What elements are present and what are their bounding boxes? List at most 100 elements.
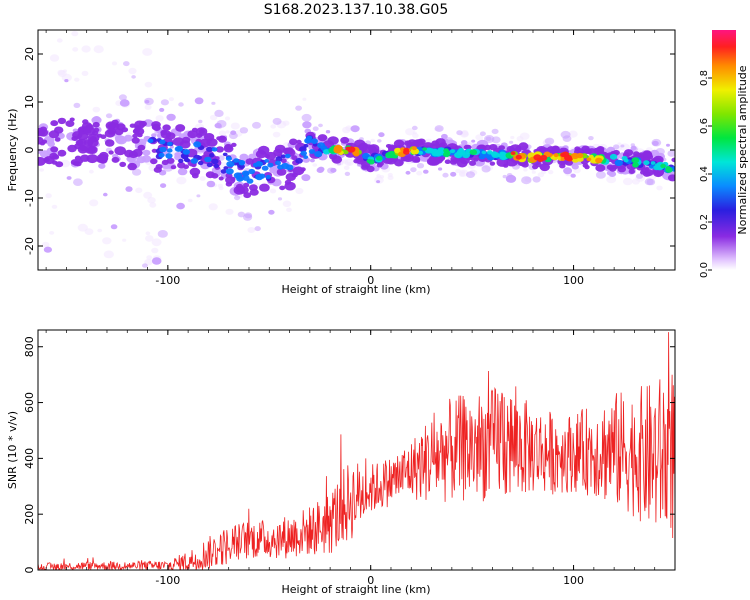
- spectrogram-cell: [111, 156, 120, 163]
- spectrogram-cell: [92, 116, 101, 122]
- spectrogram-cell: [317, 134, 328, 142]
- colorbar-gradient: [712, 30, 736, 270]
- spectrogram-cell: [560, 157, 566, 161]
- spectrogram-cell: [377, 139, 382, 143]
- snr-y-tick-label: 600: [23, 392, 36, 413]
- spectrogram-cell: [350, 125, 360, 133]
- spectrogram-cell: [244, 212, 253, 219]
- spectrogram-cell: [608, 171, 617, 178]
- spectrogram-cell: [249, 188, 259, 196]
- spectrogram-cell: [166, 113, 176, 121]
- snr-y-tick-label: 800: [23, 336, 36, 357]
- spectrogram-cell: [146, 255, 153, 260]
- spectrogram-cell: [217, 183, 223, 188]
- spectrogram-cell: [199, 176, 206, 181]
- spectrogram-cell: [74, 155, 82, 161]
- spectrogram-cell: [224, 116, 231, 121]
- spectrogram-cell: [366, 165, 375, 173]
- snr-panel: -100 0 100 0 200 400 600 800 Height of straight…: [6, 329, 676, 596]
- spectrogram-cell: [258, 173, 266, 179]
- spectrogram-cell: [368, 159, 375, 165]
- spectrogram-cell: [170, 165, 177, 170]
- spectrogram-cell: [122, 238, 127, 242]
- spectrogram-cell: [347, 146, 356, 153]
- spectrogram-cell: [160, 183, 167, 189]
- spectrogram-cell: [181, 136, 191, 144]
- spectrogram-cell: [211, 101, 216, 105]
- spectrogram-cell: [434, 125, 444, 132]
- spectrogram-cell: [239, 153, 249, 161]
- spectrogram-cell: [142, 263, 148, 268]
- spectrogram-cell: [211, 158, 219, 165]
- spectrogram-cell: [505, 174, 517, 183]
- snr-y-tick-label: 0: [23, 567, 36, 574]
- colorbar-tick-label: 0.6: [699, 118, 710, 134]
- spectrogram-cell: [147, 138, 154, 143]
- spectrogram-cell: [491, 136, 501, 144]
- spectrogram-cell: [595, 171, 606, 179]
- spectrogram-cell: [665, 167, 673, 173]
- spectrogram-cell: [630, 145, 637, 151]
- spectrogram-cell: [39, 141, 46, 146]
- spectrogram-cell: [176, 176, 187, 185]
- spectrogram-cell: [145, 231, 151, 236]
- spectrogram-cell: [144, 104, 152, 110]
- spectrogram-cell: [465, 144, 472, 150]
- spectrogram-cell: [128, 67, 137, 75]
- spectrogram-cell: [411, 125, 418, 131]
- spectrogram-cell: [38, 156, 46, 166]
- spectrogram-cell: [176, 202, 185, 210]
- spectrogram-cell: [214, 122, 222, 129]
- colorbar-ticks: 0.0 0.2 0.4 0.6 0.8: [699, 70, 712, 278]
- spectrogram-cell: [301, 174, 311, 182]
- spectrogram-cell: [177, 167, 188, 176]
- spectrogram-cell: [208, 203, 218, 211]
- spectrogram-cell: [270, 124, 277, 129]
- colorbar-tick-label: 0.4: [699, 166, 710, 182]
- spectrogram-cell: [247, 227, 256, 233]
- spectrogram-cell: [303, 155, 309, 160]
- spectrogram-cell: [181, 153, 189, 160]
- spectrogram-cell: [236, 175, 244, 182]
- spectrogram-cell: [280, 158, 287, 164]
- spectrogram-cell: [159, 146, 167, 153]
- spectrogram-cell: [231, 142, 237, 147]
- spectrogram-cell: [372, 148, 380, 154]
- spectrogram-cell: [286, 207, 292, 212]
- spectrogram-cell: [132, 148, 143, 157]
- spectrogram-cell: [143, 191, 153, 199]
- spectrogram-cell: [57, 117, 67, 125]
- spectrogram-cell: [157, 230, 168, 238]
- spectrogram-cell: [230, 122, 240, 130]
- spectrogram-cell: [450, 149, 456, 154]
- spectrogram-cell: [449, 159, 458, 165]
- spectrogram-cell: [300, 150, 308, 156]
- spectrogram-cell: [671, 157, 675, 163]
- spectrogram-cell: [347, 162, 352, 166]
- spectrogram-cell: [546, 146, 557, 154]
- spectrogram-cell: [475, 134, 484, 141]
- spectrogram-cell: [238, 159, 246, 166]
- spectrogram-cell: [218, 176, 224, 181]
- spectrogram-cell: [238, 164, 245, 170]
- spectrogram-cell: [417, 150, 423, 155]
- spectrogram-cell: [77, 223, 88, 232]
- spectrogram-x-tick-label: 0: [367, 274, 374, 287]
- spectrogram-cell: [417, 138, 426, 145]
- spectrogram-cell: [225, 168, 234, 175]
- spectrogram-cell: [129, 123, 136, 128]
- spectrogram-cell: [127, 162, 137, 171]
- spectrogram-cell: [174, 146, 183, 152]
- spectrogram-cell: [454, 152, 463, 159]
- spectrogram-cell: [506, 146, 515, 152]
- spectrogram-cell: [206, 180, 216, 188]
- spectrogram-cell: [560, 130, 571, 139]
- spectrogram-cell: [147, 197, 156, 204]
- spectrogram-cell: [187, 130, 198, 139]
- spectrogram-cell: [514, 147, 522, 153]
- spectrogram-cell: [276, 168, 287, 176]
- spectrogram-cell: [197, 155, 203, 160]
- spectrogram-cell: [310, 138, 318, 144]
- spectrogram-cell: [510, 151, 516, 156]
- spectrogram-cell: [306, 135, 313, 141]
